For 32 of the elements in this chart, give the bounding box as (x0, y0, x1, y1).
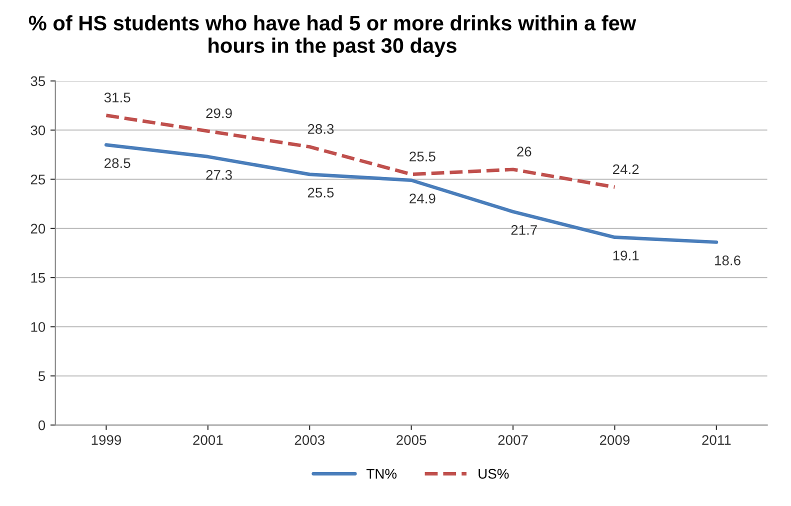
data-label: 31.5 (104, 92, 130, 102)
data-label: 25.5 (308, 188, 334, 198)
x-tick-label: 2011 (702, 435, 731, 445)
line-series (104, 143, 718, 244)
x-tick-label: 2005 (396, 435, 426, 445)
chart-title: % of HS students who have had 5 or more drinks within a few hours in the past 30 days (28, 15, 636, 58)
y-tick-label: 20 (30, 224, 46, 234)
x-tick-label: 2003 (294, 435, 324, 445)
x-tick-label: 2007 (498, 435, 528, 445)
legend-label: TN% (366, 468, 397, 479)
y-tick-label: 35 (30, 76, 46, 86)
data-label: 27.3 (206, 170, 232, 180)
data-label: 29.9 (206, 108, 232, 118)
y-tick-label: 15 (31, 273, 46, 283)
x-tick-label: 2001 (193, 435, 223, 445)
y-tick-label: 10 (31, 322, 46, 332)
data-label: 28.3 (308, 124, 334, 134)
data-label: 19.1 (613, 250, 639, 260)
data-label: 28.5 (104, 158, 130, 168)
y-tick-label: 30 (30, 125, 46, 136)
data-label: 24.2 (613, 164, 639, 174)
data-label: 24.9 (410, 194, 436, 204)
legend-label: US% (478, 468, 509, 479)
data-label: 21.7 (511, 225, 537, 235)
y-tick-label: 0 (38, 420, 46, 430)
y-tick-label: 25 (30, 174, 46, 184)
x-tick-label: 2009 (600, 435, 630, 445)
data-label: 26 (517, 146, 532, 156)
x-tick-label: 1999 (92, 435, 122, 445)
data-label: 18.6 (715, 256, 740, 266)
y-tick-label: 5 (38, 371, 46, 382)
data-label: 25.5 (410, 152, 436, 162)
